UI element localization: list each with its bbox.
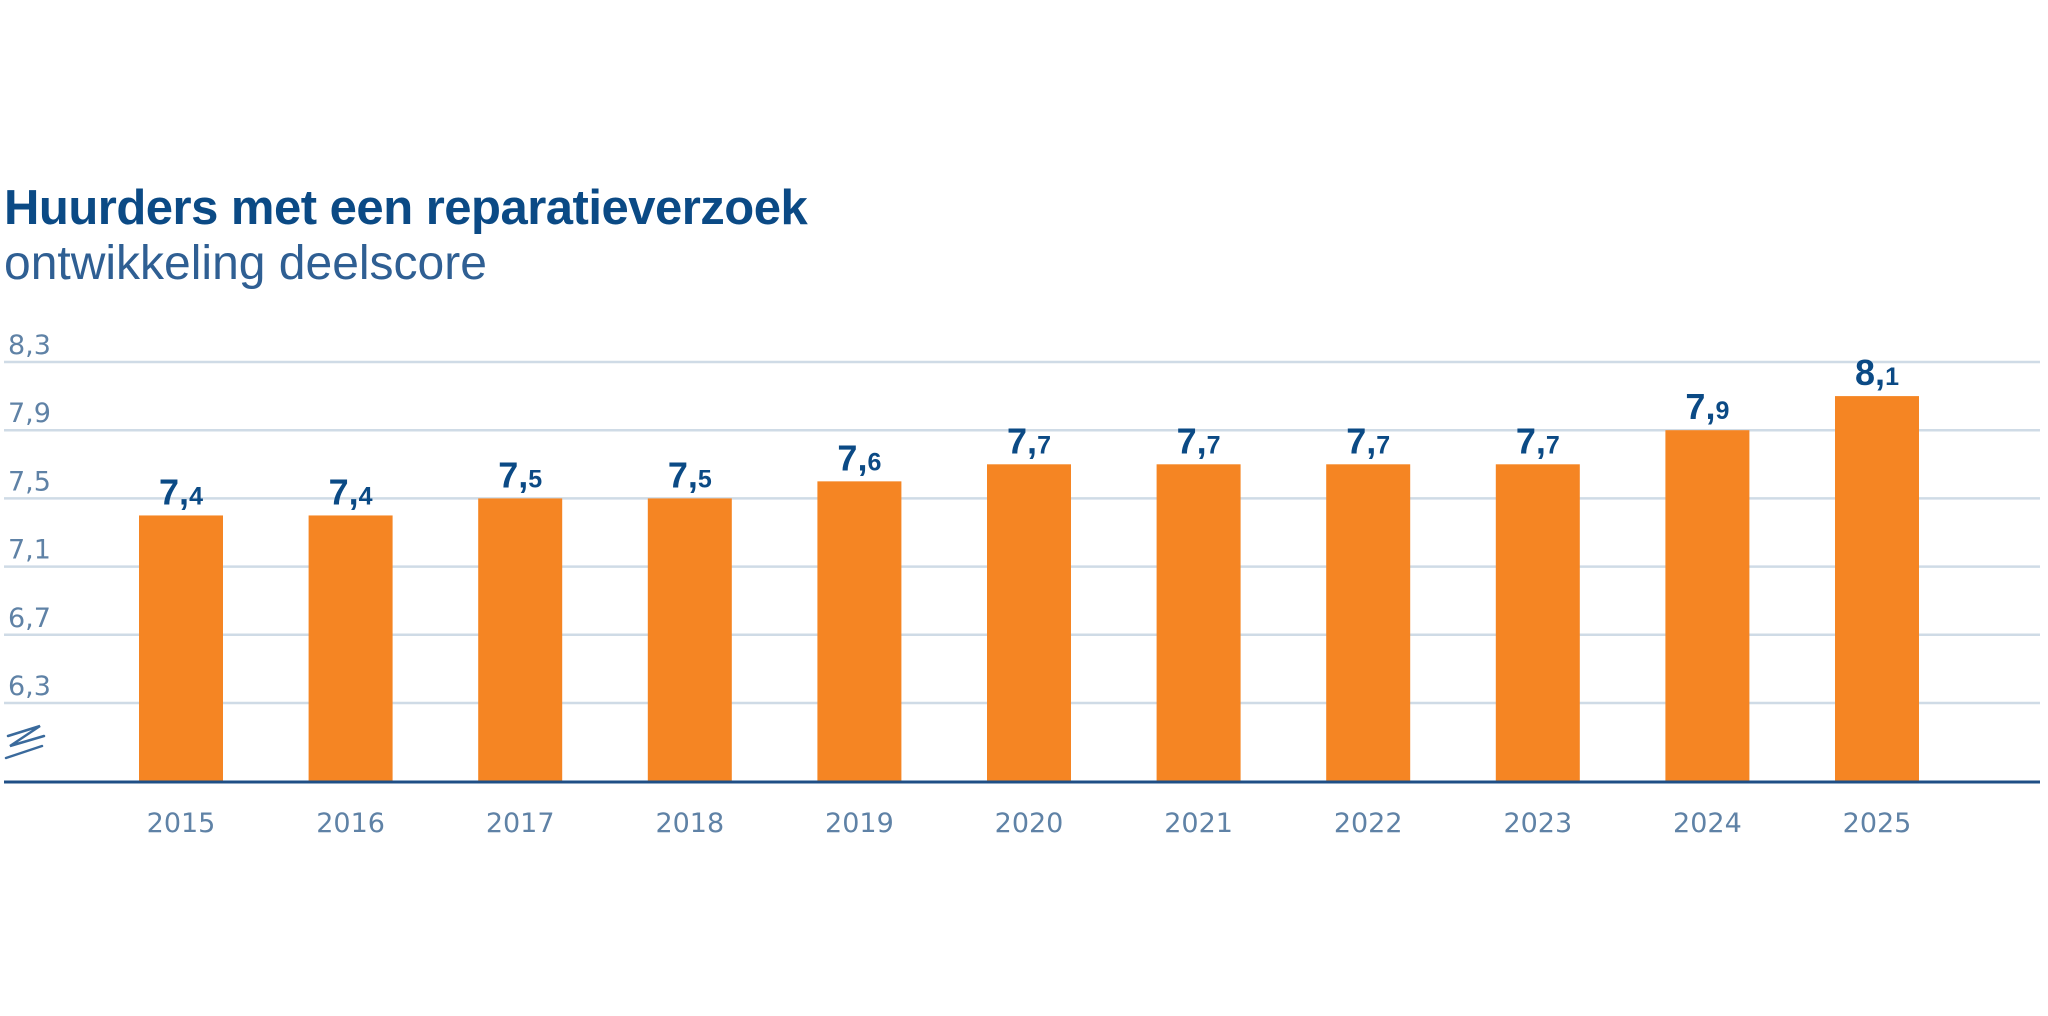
data-label: 7,5 [668, 454, 712, 495]
y-axis-ticks: 6,3 6,7 7,1 7,5 7,9 8,3 [8, 330, 51, 702]
bar [308, 515, 393, 782]
x-tick-label: 2024 [1673, 808, 1742, 839]
x-tick-label: 2023 [1503, 808, 1572, 839]
data-label: 7,7 [1177, 420, 1221, 461]
bar [1495, 464, 1580, 782]
data-label: 8,1 [1855, 352, 1899, 393]
bar [987, 464, 1071, 782]
data-label: 7,7 [1007, 420, 1051, 461]
x-tick-label: 2016 [316, 808, 385, 839]
x-axis-ticks: 2015 2016 2017 2018 2019 2020 2021 2022 2023 2024… [147, 808, 1912, 839]
x-tick-label: 2025 [1843, 808, 1912, 839]
bar [817, 481, 902, 782]
bar [139, 515, 223, 782]
data-label: 7,7 [1346, 420, 1390, 461]
x-tick-label: 2018 [655, 808, 724, 839]
y-tick-label: 7,1 [8, 535, 51, 566]
data-label: 7,7 [1516, 420, 1560, 461]
x-tick-label: 2015 [147, 808, 216, 839]
y-tick-label: 8,3 [8, 330, 51, 361]
bar [1326, 464, 1411, 782]
chart-subtitle: ontwikkeling deelscore [4, 237, 487, 290]
y-tick-label: 7,5 [8, 466, 51, 497]
bar [1156, 464, 1241, 782]
y-tick-label: 7,9 [8, 398, 51, 429]
x-tick-label: 2022 [1334, 808, 1403, 839]
data-labels: 7,4 7,4 7,5 7,5 7,6 7,7 7,7 7,7 7,7 7,9 8,1 [159, 352, 1899, 512]
data-label: 7,6 [837, 437, 881, 478]
x-tick-label: 2017 [486, 808, 555, 839]
data-label: 7,4 [159, 471, 203, 512]
data-label: 7,4 [329, 471, 373, 512]
x-tick-label: 2021 [1164, 808, 1233, 839]
bar [1665, 430, 1750, 782]
data-label: 7,5 [498, 454, 542, 495]
x-tick-label: 2020 [995, 808, 1064, 839]
bars [139, 396, 1919, 782]
bar [1835, 396, 1919, 782]
bar [478, 498, 563, 782]
chart-title: Huurders met een reparatieverzoek [4, 181, 808, 235]
bar [647, 498, 732, 782]
data-label: 7,9 [1685, 386, 1729, 427]
x-tick-label: 2019 [825, 808, 894, 839]
y-tick-label: 6,7 [8, 603, 51, 634]
y-tick-label: 6,3 [8, 671, 51, 702]
axis-break-icon [4, 724, 46, 760]
